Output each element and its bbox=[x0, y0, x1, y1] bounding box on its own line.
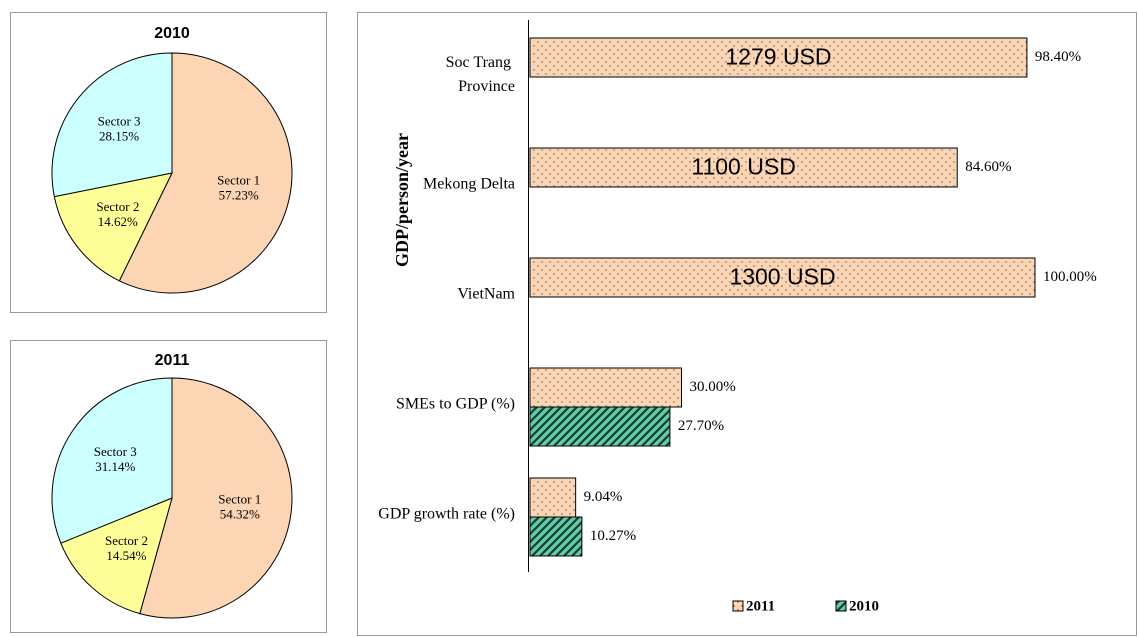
legend-label: 2010 bbox=[849, 598, 879, 614]
value-label: 84.60% bbox=[965, 159, 1011, 175]
bar-inner-label: 1300 USD bbox=[729, 264, 835, 290]
value-label: 9.04% bbox=[584, 489, 623, 505]
slice-category: Sector 2 bbox=[105, 533, 148, 548]
slice-category: Sector 1 bbox=[218, 491, 261, 506]
slice-value: 54.32% bbox=[220, 506, 260, 521]
legend-swatch bbox=[835, 600, 847, 612]
bar bbox=[529, 147, 958, 188]
value-label: 30.00% bbox=[690, 379, 736, 395]
slice-label: Sector 1 57.23% bbox=[217, 172, 260, 202]
slice-label: Sector 3 28.15% bbox=[98, 114, 141, 144]
pie-title: 2010 bbox=[154, 25, 190, 42]
pie-title: 2011 bbox=[155, 352, 190, 369]
slice-category: Sector 3 bbox=[98, 114, 141, 129]
bar bbox=[529, 477, 577, 518]
bar bbox=[529, 37, 1028, 78]
category-line: Province bbox=[458, 78, 515, 95]
slice-category: Sector 1 bbox=[217, 172, 260, 187]
slice-value: 14.62% bbox=[98, 214, 138, 229]
value-label: 100.00% bbox=[1043, 269, 1097, 285]
value-label: 10.27% bbox=[590, 528, 636, 544]
category-label: SMEs to GDP (%) bbox=[396, 396, 515, 413]
bar bbox=[529, 257, 1036, 298]
bar bbox=[529, 406, 671, 447]
pie-slice bbox=[60, 497, 173, 615]
y-axis-label: GDP/person/year bbox=[392, 133, 412, 267]
pie-slice bbox=[53, 172, 173, 282]
slice-value: 14.54% bbox=[106, 548, 146, 563]
bar-frame bbox=[357, 12, 1137, 636]
slice-label: Sector 3 31.14% bbox=[94, 444, 137, 474]
value-label: 98.40% bbox=[1035, 49, 1081, 65]
slice-label: Sector 2 14.54% bbox=[105, 533, 148, 563]
legend-swatch bbox=[732, 600, 744, 612]
bar bbox=[529, 516, 583, 557]
slice-label: Sector 1 54.32% bbox=[218, 491, 261, 521]
category-label: VietNam bbox=[457, 286, 515, 303]
pie-slice bbox=[118, 52, 293, 294]
value-label: 27.70% bbox=[678, 418, 724, 434]
slice-value: 57.23% bbox=[219, 187, 259, 202]
category-line: Soc Trang bbox=[446, 54, 515, 71]
slice-value: 31.14% bbox=[95, 459, 135, 474]
category-label: Mekong Delta bbox=[423, 176, 515, 193]
bar-inner-label: 1100 USD bbox=[691, 154, 795, 180]
slice-category: Sector 2 bbox=[96, 199, 139, 214]
pie-slice bbox=[139, 377, 293, 619]
slice-category: Sector 3 bbox=[94, 444, 137, 459]
pie-slice bbox=[51, 52, 173, 198]
bar bbox=[529, 367, 682, 408]
category-label: GDP growth rate (%) bbox=[378, 506, 515, 523]
legend-label: 2011 bbox=[746, 598, 775, 614]
bar-inner-label: 1279 USD bbox=[725, 44, 831, 70]
pie-slice bbox=[51, 377, 173, 544]
slice-label: Sector 2 14.62% bbox=[96, 199, 139, 229]
category-label: Soc Trang Province bbox=[446, 54, 515, 95]
slice-value: 28.15% bbox=[99, 129, 139, 144]
